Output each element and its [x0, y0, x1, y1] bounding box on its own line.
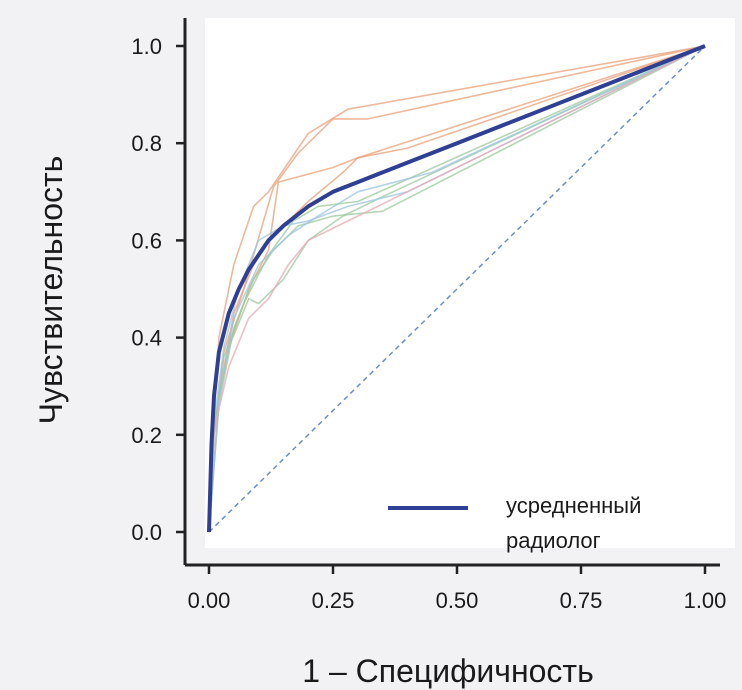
x-tick-label-4: 1.00 — [684, 588, 727, 613]
y-tick-label-3: 0.6 — [131, 228, 162, 253]
y-tick-label-1: 0.2 — [131, 423, 162, 448]
legend: усредненный радиолог — [388, 493, 641, 553]
x-tick-label-0: 0.00 — [188, 588, 231, 613]
y-tick-label-4: 0.8 — [131, 131, 162, 156]
series-line-reader-8 — [208, 45, 706, 533]
series-line-reader-9 — [208, 45, 706, 533]
ticks-layer: 0.00 0.25 0.50 0.75 1.00 0.0 0.2 0.4 0.6 0.8 1.0 — [131, 34, 726, 613]
y-tick-label-0: 0.0 — [131, 520, 162, 545]
x-tick-label-2: 0.50 — [436, 588, 479, 613]
y-tick-label-2: 0.4 — [131, 326, 162, 351]
x-axis-title: 1 – Специфичность — [302, 653, 593, 689]
series-line-average-radiologist — [207, 44, 706, 533]
series-line-reader-10 — [208, 45, 706, 533]
legend-label-line1: усредненный — [506, 493, 641, 518]
series-line-reference-diagonal — [208, 45, 706, 533]
y-tick-label-5: 1.0 — [131, 34, 162, 59]
legend-label-line2: радиолог — [506, 528, 601, 553]
x-tick-label-1: 0.25 — [312, 588, 355, 613]
plot-area — [205, 18, 735, 548]
x-tick-label-3: 0.75 — [560, 588, 603, 613]
series-layer — [207, 44, 706, 533]
y-axis-title: Чувствительность — [33, 156, 69, 425]
